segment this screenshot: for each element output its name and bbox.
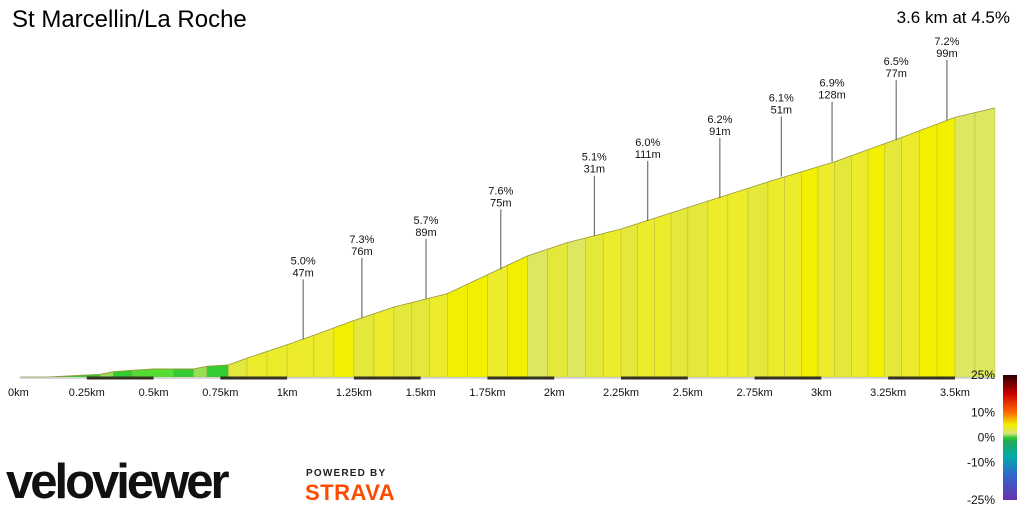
x-tick-label: 1.75km <box>469 387 505 399</box>
profile-segment <box>901 130 920 378</box>
profile-segment <box>547 242 568 378</box>
annotation-grade: 5.1% <box>582 152 607 164</box>
profile-segment <box>767 176 785 378</box>
annotation-grade: 5.7% <box>413 215 438 227</box>
annotation-length: 75m <box>490 197 511 209</box>
page-title: St Marcellin/La Roche <box>12 6 247 33</box>
profile-segment <box>373 306 395 378</box>
profile-segments <box>20 107 996 378</box>
strava-logo: STRAVA <box>305 480 396 505</box>
x-tick-label: 3.5km <box>940 387 970 399</box>
annotation-length: 111m <box>635 149 661 161</box>
profile-segment <box>313 327 335 378</box>
annotation-grade: 6.0% <box>635 137 660 149</box>
profile-segment <box>447 283 468 378</box>
profile-segment <box>527 248 548 378</box>
annotation-grade: 6.9% <box>820 78 845 90</box>
profile-segment <box>801 166 819 378</box>
gradient-annotations: 5.0%47m7.3%76m5.7%89m7.6%75m5.1%31m6.0%1… <box>291 36 960 340</box>
veloviewer-logo: veloviewer <box>6 455 233 508</box>
profile-segment <box>637 217 655 378</box>
annotation-grade: 6.2% <box>707 114 732 126</box>
annotation-length: 47m <box>292 267 313 279</box>
profile-segment <box>867 143 886 378</box>
profile-segment <box>936 116 956 378</box>
annotation-length: 89m <box>415 227 436 239</box>
x-tick-label: 2.5km <box>673 387 703 399</box>
profile-segment <box>954 112 976 378</box>
profile-segment <box>670 207 689 378</box>
profile-segment <box>246 351 268 378</box>
x-tick-label: 3km <box>811 387 832 399</box>
profile-segment <box>747 181 769 378</box>
annotation-grade: 6.1% <box>769 93 794 105</box>
profile-segment <box>834 155 852 378</box>
annotation-grade: 5.0% <box>291 255 316 267</box>
annotation-length: 76m <box>351 246 372 258</box>
profile-segment <box>974 107 996 378</box>
x-tick-label: 0.5km <box>139 387 169 399</box>
profile-segment <box>585 233 604 378</box>
profile-segment <box>206 364 229 378</box>
profile-segment <box>487 264 508 378</box>
gradient-legend-label: -10% <box>967 456 995 470</box>
profile-segment <box>884 137 902 378</box>
x-tick-label: 3.25km <box>870 387 906 399</box>
profile-segment <box>654 212 672 378</box>
profile-segment <box>817 161 836 378</box>
annotation-length: 128m <box>818 90 846 102</box>
x-tick-label: 2km <box>544 387 565 399</box>
profile-segment <box>602 228 622 378</box>
profile-segment <box>266 344 288 378</box>
profile-segment <box>393 302 413 378</box>
annotation-grade: 6.5% <box>884 56 909 68</box>
profile-segment <box>153 368 174 378</box>
profile-segment <box>467 274 488 378</box>
x-tick-label: 2.25km <box>603 387 639 399</box>
gradient-legend: 25% 10% 0% -10% -25% <box>967 368 1017 507</box>
gradient-legend-bar <box>1003 375 1017 500</box>
profile-segment <box>507 255 528 378</box>
gradient-legend-label: 10% <box>971 406 995 420</box>
veloviewer-logo-text: veloviewer <box>6 455 230 508</box>
profile-segment <box>228 357 248 378</box>
profile-segment <box>707 194 729 378</box>
annotation-length: 77m <box>885 68 906 80</box>
annotation-length: 91m <box>709 126 730 138</box>
profile-segment <box>727 187 749 378</box>
gradient-legend-label: 0% <box>978 431 996 445</box>
annotation-grade: 7.2% <box>934 36 959 48</box>
profile-segment <box>353 313 375 378</box>
annotation-length: 99m <box>936 48 957 60</box>
x-tick-label: 2.75km <box>737 387 773 399</box>
x-tick-label: 1.25km <box>336 387 372 399</box>
profile-segment <box>784 171 802 378</box>
profile-segment <box>333 320 355 378</box>
profile-segment <box>620 223 639 378</box>
profile-segment <box>286 334 315 378</box>
profile-segment <box>567 237 586 378</box>
profile-segment <box>411 297 430 378</box>
profile-segment <box>851 149 869 378</box>
profile-outline <box>20 107 996 378</box>
powered-by-label: POWERED BY <box>306 468 387 479</box>
climb-summary: 3.6 km at 4.5% <box>896 8 1010 27</box>
profile-segment <box>173 368 194 378</box>
profile-segment <box>919 123 938 378</box>
annotation-length: 31m <box>584 164 605 176</box>
profile-segment <box>429 293 448 378</box>
x-tick-label: 0.25km <box>69 387 105 399</box>
annotation-length: 51m <box>771 105 792 117</box>
profile-segment <box>687 200 709 378</box>
x-tick-label: 0km <box>8 387 29 399</box>
gradient-legend-label: -25% <box>967 493 995 507</box>
x-tick-label: 1.5km <box>406 387 436 399</box>
gradient-legend-label: 25% <box>971 368 995 382</box>
x-tick-label: 1km <box>277 387 298 399</box>
annotation-grade: 7.6% <box>488 185 513 197</box>
x-tick-label: 0.75km <box>202 387 238 399</box>
x-axis: 0km 0.25km 0.5km 0.75km 1km 1.25km 1.5km 1.75km… <box>8 376 995 399</box>
annotation-grade: 7.3% <box>349 234 374 246</box>
